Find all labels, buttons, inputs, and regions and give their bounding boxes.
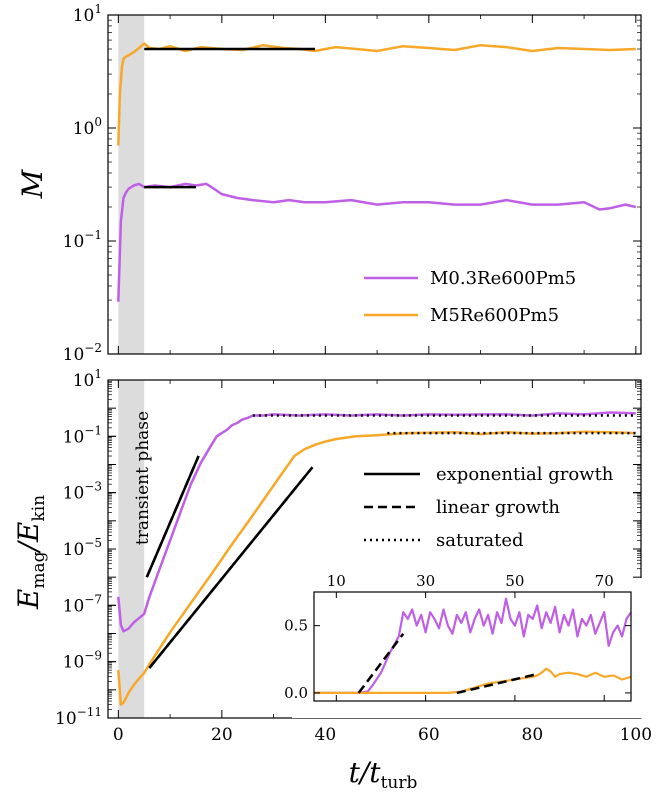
series-line-supersonic [314, 667, 631, 694]
y-tick-label: 10−1 [63, 423, 102, 447]
fit-line-dashed [148, 466, 314, 669]
y-tick-label: 100 [73, 115, 102, 139]
x-tick-label: 80 [522, 725, 544, 745]
ylabel-numerator-sub: mag [29, 551, 49, 588]
y-tick-label: 101 [73, 2, 102, 26]
legend-label-linear: linear growth [436, 497, 560, 518]
transient-phase-label: transient phase [133, 411, 153, 545]
x-tick-label: 60 [418, 725, 440, 745]
top-ylabel: M [16, 168, 49, 199]
x-tick-label: 50 [505, 572, 524, 590]
top-legend: M0.3Re600Pm5 M5Re600Pm5 [364, 268, 576, 326]
fit-line-dashed [145, 455, 200, 578]
y-tick-label: 10−2 [63, 341, 102, 365]
plot-lines [314, 597, 631, 695]
y-tick-label: 10−11 [55, 705, 102, 729]
series-line-subsonic [117, 182, 637, 302]
ylabel-denominator: E [12, 522, 45, 543]
y-tick-label: 0.5 [284, 617, 308, 635]
x-tick-label: 10 [327, 572, 346, 590]
bottom-ylabel: Emag/Ekin [12, 495, 49, 610]
x-tick-label: 0 [113, 725, 124, 745]
legend-label-subsonic: M0.3Re600Pm5 [430, 268, 576, 289]
y-tick-label: 10−3 [63, 480, 102, 504]
ylabel-denominator-sub: kin [29, 495, 49, 522]
plot-lines [117, 42, 637, 302]
legend-label-supersonic: M5Re600Pm5 [430, 305, 559, 326]
plot-lines [117, 411, 636, 706]
y-tick-label: 0.0 [284, 684, 308, 702]
y-tick-label: 10−1 [63, 228, 102, 252]
axes-frame [313, 591, 632, 702]
plot-area [314, 592, 631, 701]
series-line-subsonic [314, 597, 631, 694]
fit-line-dashed [357, 632, 405, 694]
svg-text:Emag/Ekin: Emag/Ekin [12, 495, 49, 610]
series-line-supersonic [117, 430, 636, 706]
x-tick-label: 30 [416, 572, 435, 590]
ylabel-numerator: E [12, 589, 45, 610]
bottom-legend: exponential growth linear growth saturat… [364, 464, 614, 551]
axes-frame [107, 14, 642, 355]
x-tick-label: 20 [211, 725, 233, 745]
y-tick-label: 101 [73, 367, 102, 391]
xlabel-text: t/t [349, 756, 382, 789]
xlabel-sub: turb [381, 773, 418, 793]
y-tick-label: 10−5 [63, 536, 102, 560]
legend-label-saturated: saturated [436, 530, 524, 551]
legend-label-exponential: exponential growth [436, 464, 614, 485]
inset-panel: 10 30 50 70 0.0 0.5 [284, 572, 644, 718]
x-tick-label: 100 [620, 725, 652, 745]
transient-shading [118, 380, 145, 718]
y-tick-label: 10−7 [63, 592, 102, 616]
y-tick-label: 10−9 [63, 649, 102, 673]
x-tick-label: 40 [315, 725, 337, 745]
top-panel: 101 100 10−1 10−2 [63, 2, 642, 365]
bottom-xlabel: t/tturb [349, 756, 418, 793]
svg-text:t/tturb: t/tturb [349, 756, 418, 793]
top-ylabel-text: M [16, 168, 49, 199]
series-line-supersonic [117, 42, 636, 146]
x-tick-label: 70 [595, 572, 614, 590]
